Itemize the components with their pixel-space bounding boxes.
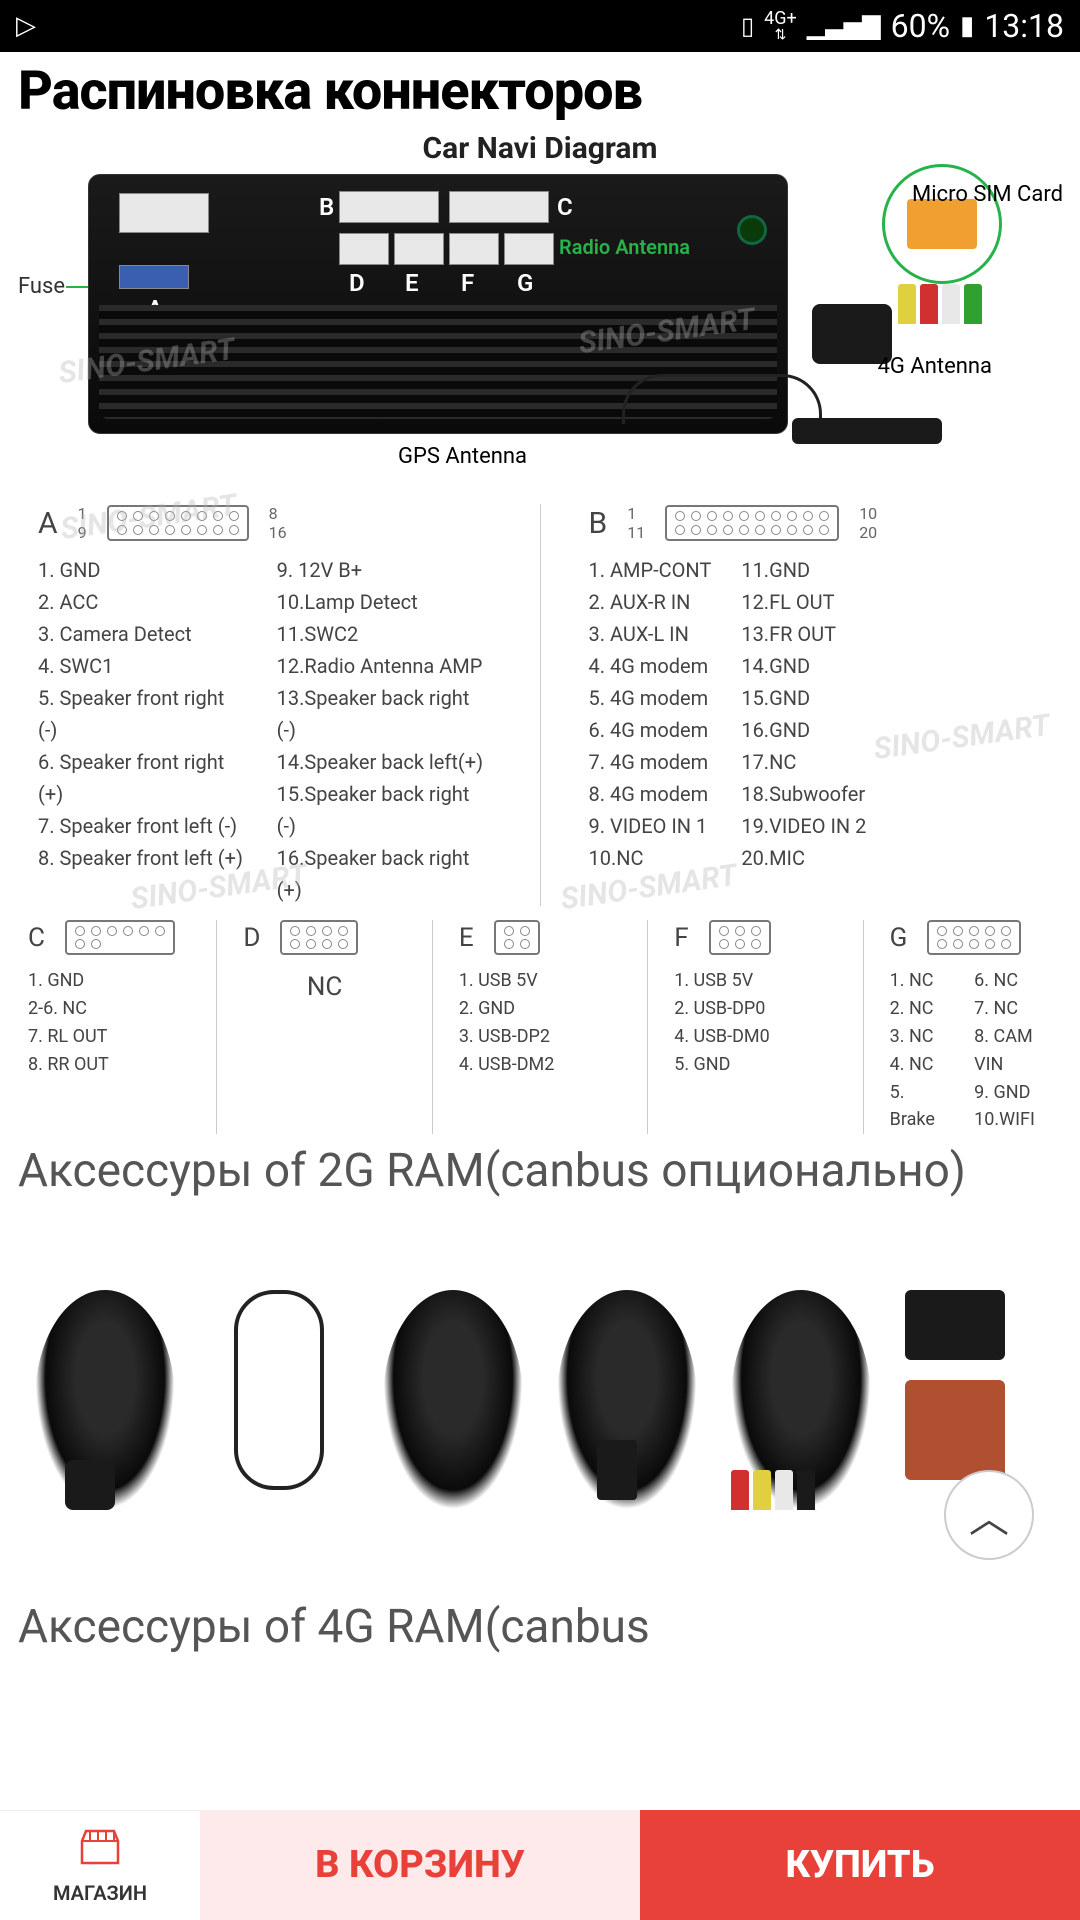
- chevron-up-icon: ︿: [969, 1486, 1009, 1544]
- clock: 13:18: [984, 7, 1064, 45]
- status-bar: ▷ ▯ 4G+ ⇅ ▁▃▅▇ 60% ▮ 13:18: [0, 0, 1080, 52]
- add-to-cart-button[interactable]: В КОРЗИНУ: [200, 1810, 640, 1920]
- shop-label: МАГАЗИН: [53, 1881, 147, 1905]
- micro-sim-label: Micro SIM Card: [912, 182, 1080, 207]
- buy-button[interactable]: КУПИТЬ: [640, 1810, 1080, 1920]
- play-icon: ▷: [16, 11, 36, 41]
- gps-antenna-label: GPS Antenna: [398, 444, 527, 469]
- shop-icon: [78, 1827, 122, 1877]
- conn-a-pins-left: 1. GND2. ACC3. Camera Detect4. SWC1 5. S…: [38, 554, 247, 906]
- diagram-title: Car Navi Diagram: [18, 131, 1062, 166]
- card-icon: ▯: [741, 12, 754, 40]
- battery-icon: ▮: [960, 11, 974, 41]
- port-F-label: F: [461, 269, 474, 297]
- 4g-antenna-label: 4G Antenna: [878, 354, 992, 379]
- page-title: Распиновка коннекторов: [18, 60, 1062, 123]
- pinout-a-b: A 19 816 1. GND2. ACC3. Camera Detect4. …: [18, 504, 1062, 906]
- network-indicator: 4G+ ⇅: [764, 10, 797, 42]
- conn-b-pins-left: 1. AMP-CONT2. AUX-R IN3. AUX-L IN4. 4G m…: [589, 554, 712, 874]
- conn-a-letter: A: [38, 506, 58, 541]
- conn-a-pins-right: 9. 12V B+10.Lamp Detect11.SWC212.Radio A…: [277, 554, 492, 906]
- pinout-c-g: C 1. GND2-6. NC7. RL OUT8. RR OUT D NC E…: [18, 920, 1062, 1134]
- conn-b-pins-right: 11.GND12.FL OUT13.FR OUT14.GND15.GND 16.…: [741, 554, 866, 874]
- battery-pct: 60%: [891, 7, 950, 45]
- signal-icon: ▁▃▅▇: [807, 12, 881, 40]
- section-2g-title: Аксессуры of 2G RAM(canbus опционально): [0, 1134, 1080, 1209]
- port-E-label: E: [405, 269, 419, 297]
- fuse-label: Fuse: [18, 274, 65, 299]
- port-B-label: B: [319, 193, 334, 221]
- port-D-label: D: [349, 269, 365, 297]
- section-4g-title: Аксессуры of 4G RAM(canbus: [0, 1590, 1080, 1665]
- conn-b-letter: B: [589, 506, 608, 541]
- scroll-top-button[interactable]: ︿: [944, 1470, 1034, 1560]
- device-diagram: Fuse A B C D E F G Radio Antenna Micro S…: [18, 174, 1062, 474]
- port-G-label: G: [517, 269, 533, 297]
- accessories-image: ︿: [18, 1220, 1062, 1580]
- bottom-bar: МАГАЗИН В КОРЗИНУ КУПИТЬ: [0, 1810, 1080, 1920]
- port-C-label: C: [557, 193, 573, 221]
- radio-antenna-label: Radio Antenna: [559, 235, 690, 259]
- shop-button[interactable]: МАГАЗИН: [0, 1810, 200, 1920]
